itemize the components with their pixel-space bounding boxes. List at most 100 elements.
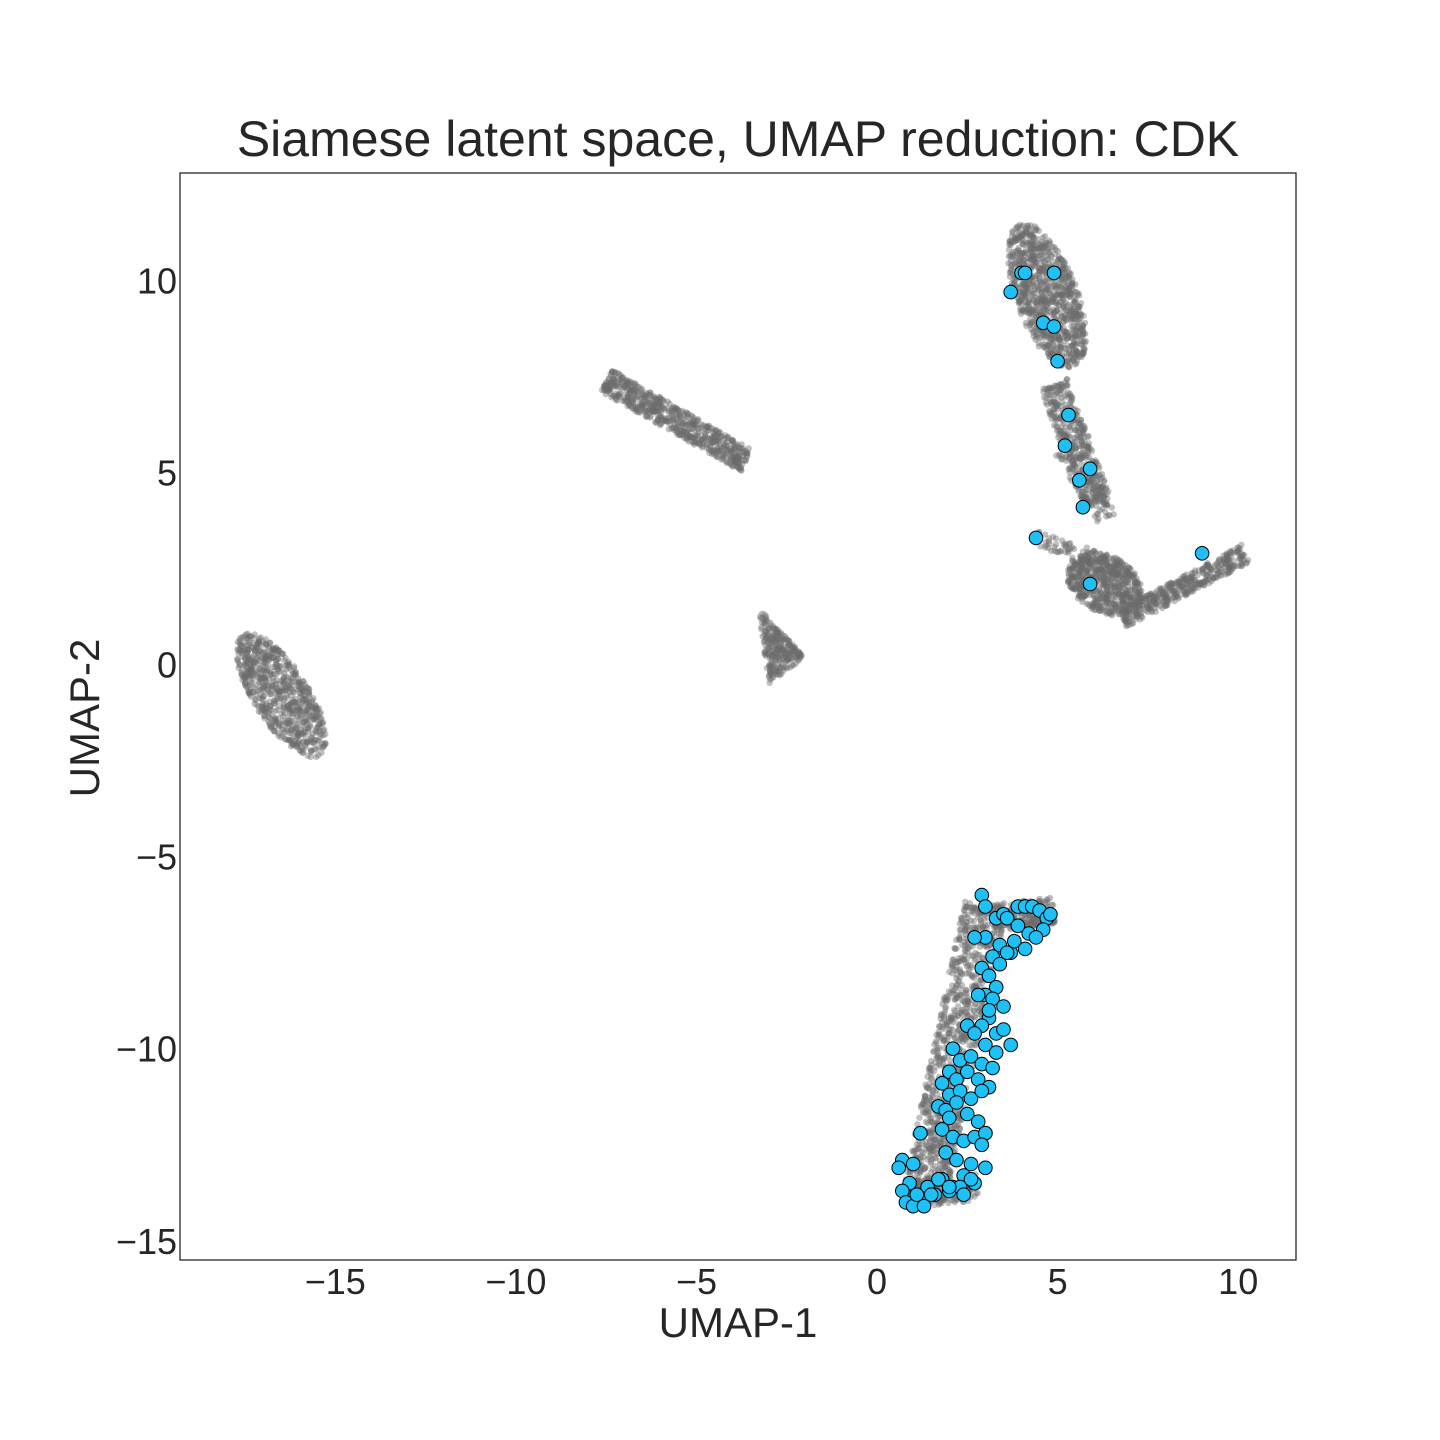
background-point [298, 729, 305, 736]
background-point [1079, 488, 1086, 495]
background-point [261, 673, 268, 681]
background-point [1044, 286, 1051, 293]
background-point [294, 730, 302, 737]
background-point [965, 1012, 972, 1020]
background-point [616, 389, 623, 397]
background-point [1183, 585, 1190, 592]
background-point [286, 688, 293, 696]
background-point [296, 680, 304, 687]
background-point [266, 656, 273, 663]
background-point [255, 657, 263, 664]
background-point [266, 639, 273, 647]
background-point [251, 700, 258, 708]
background-point [294, 711, 301, 719]
background-point [258, 695, 265, 702]
background-point [684, 427, 692, 434]
background-point [302, 732, 309, 740]
background-point [313, 706, 320, 713]
background-point [313, 708, 320, 716]
background-point [1064, 265, 1072, 272]
background-point [1100, 499, 1108, 507]
background-point [242, 660, 249, 667]
background-point [1065, 389, 1072, 396]
background-point [1028, 244, 1036, 251]
background-point [608, 379, 616, 386]
background-point [314, 728, 322, 736]
background-point [289, 722, 296, 730]
background-point [640, 391, 647, 398]
background-point [700, 435, 707, 442]
background-point [315, 723, 323, 731]
background-point [266, 722, 274, 729]
background-point [272, 707, 279, 715]
background-point [627, 388, 634, 395]
background-point [277, 677, 285, 684]
background-point [725, 459, 732, 466]
background-point [322, 740, 329, 748]
background-point [242, 675, 249, 682]
background-point [766, 664, 773, 671]
background-point [245, 646, 252, 653]
background-point [270, 655, 278, 662]
background-point [295, 731, 302, 739]
background-point [678, 407, 686, 415]
background-point [320, 744, 327, 751]
background-point [629, 405, 637, 412]
background-point [677, 414, 685, 421]
background-point [285, 660, 293, 668]
background-point [633, 406, 640, 413]
background-point [622, 378, 629, 385]
background-point [304, 738, 311, 745]
background-point [916, 1141, 923, 1148]
background-point [646, 392, 653, 399]
background-point [306, 711, 313, 718]
background-point [292, 672, 299, 679]
background-point [646, 408, 653, 416]
background-point [245, 689, 252, 697]
background-point [730, 455, 737, 463]
background-point [234, 646, 241, 653]
background-point [1085, 444, 1092, 451]
background-point [289, 706, 297, 713]
background-point [276, 663, 284, 670]
background-point [291, 663, 298, 670]
background-point [317, 733, 324, 741]
background-point [287, 710, 294, 717]
background-point [1118, 594, 1125, 601]
background-point [259, 702, 267, 709]
background-point [302, 700, 309, 708]
background-point [305, 692, 312, 699]
background-point [296, 747, 303, 754]
background-point [1125, 564, 1133, 571]
background-point [700, 422, 707, 429]
background-point [668, 407, 676, 415]
background-point [271, 700, 278, 707]
background-point [244, 672, 251, 679]
background-point [274, 685, 281, 692]
background-point [260, 683, 267, 691]
background-point [282, 654, 289, 662]
background-point [1108, 609, 1116, 616]
background-point [638, 386, 645, 394]
background-point [609, 375, 617, 383]
background-point [246, 671, 254, 678]
background-point [1099, 569, 1106, 576]
background-point [312, 746, 320, 753]
background-point [1047, 308, 1054, 315]
background-point [720, 439, 727, 446]
background-point [312, 727, 319, 735]
background-point [256, 687, 263, 694]
background-point [1092, 498, 1099, 505]
background-point [280, 726, 287, 733]
background-point [680, 427, 687, 434]
background-point [731, 445, 739, 452]
background-point [758, 619, 766, 626]
background-point [306, 723, 314, 731]
background-point [286, 719, 294, 727]
background-point [678, 422, 686, 429]
background-point [276, 688, 283, 695]
background-point [740, 448, 747, 455]
background-point [270, 698, 278, 705]
background-point [266, 720, 273, 727]
background-point [252, 681, 259, 689]
